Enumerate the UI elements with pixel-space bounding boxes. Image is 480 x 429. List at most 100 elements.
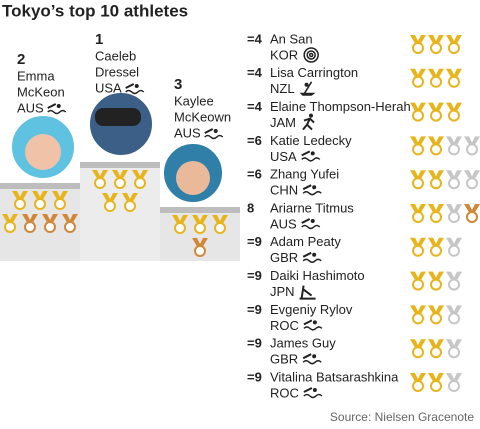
athlete-name: Vitalina Batsarashkina: [270, 369, 399, 384]
silver-medal: [464, 170, 480, 190]
gold-medal: [410, 305, 426, 325]
gold-medal: [428, 305, 444, 325]
medal-disc: [448, 346, 460, 359]
rank: =4: [247, 31, 263, 46]
ribbon: [410, 237, 426, 248]
gold-medal: [410, 271, 426, 291]
gold-medal: [172, 215, 188, 234]
medal-disc: [466, 143, 478, 156]
ribbon: [122, 193, 138, 203]
ribbon: [62, 214, 78, 224]
medal-disc: [466, 177, 478, 190]
icon-ring: [306, 50, 316, 60]
ribbon: [446, 204, 462, 214]
gold-medal: [428, 339, 444, 359]
athlete-name: Evgeniy Rylov: [270, 302, 353, 317]
medal-disc: [430, 143, 442, 156]
ribbon: [2, 214, 18, 224]
gold-medal: [428, 35, 444, 54]
country: USA: [270, 149, 297, 164]
athlete-name: Katie Ledecky: [270, 133, 352, 148]
bronze-medal: [42, 214, 58, 233]
sport-icon: [301, 150, 321, 162]
gold-medal: [410, 373, 426, 392]
icon-head: [134, 84, 139, 88]
icon-wave: [303, 393, 323, 399]
ribbon: [428, 136, 444, 147]
medal-disc: [430, 312, 442, 325]
gold-medal: [122, 193, 138, 212]
medal-disc: [412, 42, 424, 54]
gold-medal: [446, 35, 462, 54]
sport-icon: [303, 319, 323, 331]
gold-medal: [410, 204, 426, 223]
silver-medal: [446, 271, 462, 291]
medal-disc: [430, 211, 442, 223]
rank: =9: [247, 234, 262, 249]
ribbon: [22, 214, 38, 224]
medal-disc: [94, 177, 106, 189]
country: KOR: [270, 47, 298, 62]
icon-head: [312, 354, 317, 359]
medal-disc: [214, 222, 226, 234]
bronze-medal: [464, 204, 480, 223]
athlete-name: James Guy: [270, 336, 336, 351]
gold-medal: [446, 102, 462, 122]
country: ROC: [270, 318, 299, 333]
icon-ring: [303, 47, 319, 63]
gold-medal: [132, 170, 148, 189]
ribbon: [446, 68, 462, 79]
medal-disc: [448, 244, 460, 257]
ribbon: [32, 191, 48, 201]
medal-disc: [194, 245, 206, 257]
athlete-name: Ariarne Titmus: [270, 200, 354, 215]
icon-wave: [47, 109, 67, 115]
medal-disc: [412, 211, 424, 223]
ribbon: [428, 339, 444, 350]
country: NZL: [270, 81, 295, 96]
ribbon: [446, 373, 462, 383]
icon-wave: [301, 157, 321, 162]
gold-medal: [428, 373, 444, 392]
medal-disc: [114, 177, 126, 189]
rank: 8: [247, 200, 254, 215]
medal-disc: [4, 221, 16, 233]
icon-wave: [303, 326, 323, 331]
icon-body: [302, 117, 315, 131]
ribbon: [464, 170, 480, 181]
gold-medal: [102, 193, 118, 212]
ribbon: [12, 191, 28, 201]
medal-disc: [24, 221, 36, 233]
sport-icon: [301, 218, 321, 230]
rank: =6: [247, 133, 262, 148]
medal-disc: [430, 42, 442, 54]
ribbon: [192, 238, 208, 248]
rank: =4: [247, 99, 263, 114]
podium-top: [80, 162, 160, 168]
silver-medal: [446, 373, 462, 392]
ribbon: [42, 214, 58, 224]
medal-disc: [448, 42, 460, 54]
medal-disc: [430, 278, 442, 291]
ribbon: [464, 204, 480, 214]
sport-icon: [302, 184, 322, 196]
ribbon: [446, 136, 462, 147]
medal-disc: [174, 222, 186, 234]
sport-icon: [204, 128, 224, 140]
icon-body: [301, 150, 311, 157]
sport-icon: [303, 47, 319, 63]
medal-disc: [448, 143, 460, 156]
icon-body: [302, 184, 312, 191]
icon-wave: [302, 258, 322, 264]
ribbon: [446, 170, 462, 181]
ribbon: [410, 373, 426, 383]
icon-body: [47, 103, 57, 109]
country: AUS: [270, 216, 297, 231]
icon-body: [204, 128, 214, 134]
gold-medal: [410, 237, 426, 257]
gold-medal: [410, 102, 426, 122]
silver-medal: [446, 305, 462, 325]
medal-disc: [448, 177, 460, 190]
gold-medal: [410, 339, 426, 359]
gold-medal: [410, 170, 426, 190]
